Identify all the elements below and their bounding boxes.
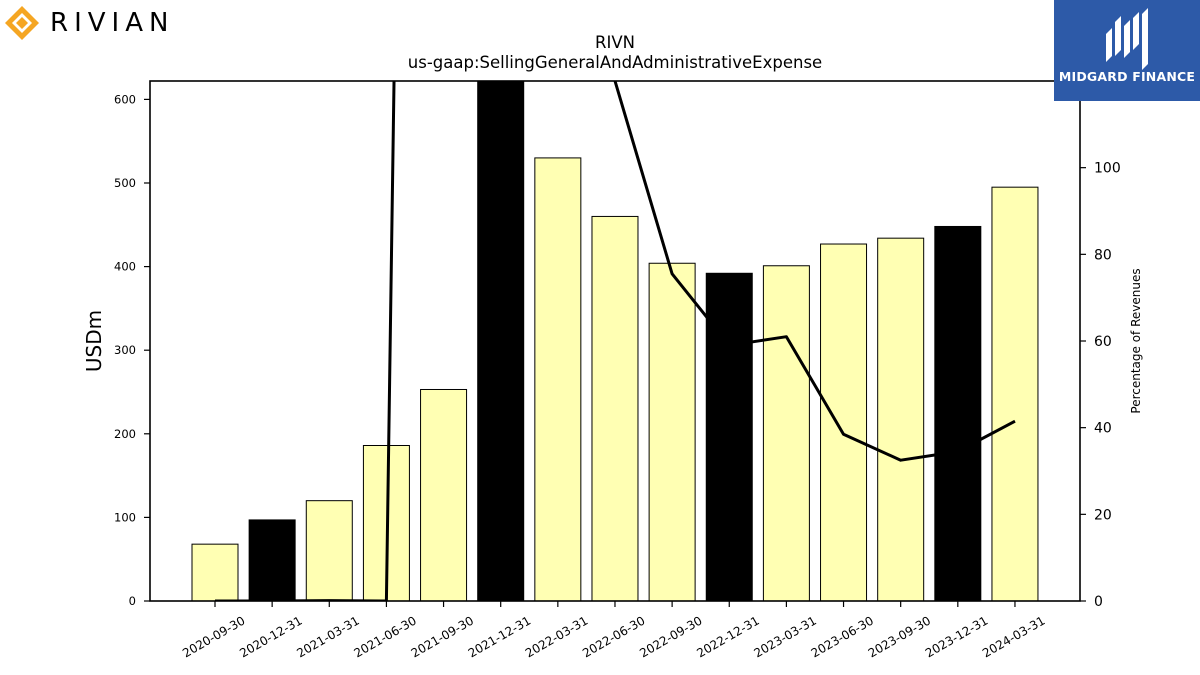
x-tick-label: 2021-03-31: [294, 613, 361, 660]
bar: [991, 186, 1039, 601]
bar: [191, 543, 239, 601]
bar: [305, 500, 353, 601]
bar: [934, 225, 982, 601]
x-tick-label: 2020-09-30: [180, 613, 247, 660]
x-tick-label: 2022-09-30: [637, 613, 704, 660]
x-tick-label: 2023-06-30: [809, 613, 876, 660]
x-tick-label: 2020-12-31: [237, 613, 304, 660]
bar: [820, 243, 868, 601]
y-tick-label: 300: [114, 343, 136, 357]
bar: [534, 157, 582, 601]
x-tick-label: 2024-03-31: [980, 613, 1047, 660]
brand-name: RIVIAN: [50, 8, 175, 38]
y-tick-label: 600: [114, 92, 136, 106]
bar: [705, 272, 753, 601]
bar: [477, 81, 525, 601]
y2-tick-label: 80: [1094, 247, 1112, 263]
y2-axis-label: Percentage of Revenues: [1129, 268, 1143, 413]
y2-tick-label: 20: [1094, 507, 1112, 523]
x-tick-label: 2021-06-30: [352, 613, 419, 660]
bar: [877, 237, 925, 601]
rivian-compass-icon: [5, 6, 39, 40]
x-tick-label: 2023-03-31: [751, 613, 818, 660]
right-axis: 0 20 40 60 80 100: [1080, 161, 1121, 610]
brand-logo: RIVIAN: [4, 4, 174, 42]
y2-tick-label: 100: [1094, 161, 1121, 177]
chart-title-group: RIVN us-gaap:SellingGeneralAndAdministra…: [408, 33, 822, 72]
bar: [762, 265, 810, 601]
bar-series: [191, 81, 1039, 601]
x-tick-label: 2022-03-31: [523, 613, 590, 660]
y-axis-label: USDm: [82, 310, 106, 372]
x-tick-label: 2023-09-30: [866, 613, 933, 660]
left-axis: 0 100 200 300 400 500 600: [114, 92, 150, 608]
x-tick-label: 2021-09-30: [409, 613, 476, 660]
x-axis: 2020-09-302020-12-312021-03-312021-06-30…: [180, 601, 1047, 660]
x-tick-label: 2021-12-31: [466, 613, 533, 660]
x-tick-label: 2022-06-30: [580, 613, 647, 660]
y-tick-label: 100: [114, 510, 136, 524]
midgard-finance-badge: MIDGARD FINANCE: [1054, 0, 1200, 101]
y-tick-label: 200: [114, 427, 136, 441]
bar: [591, 215, 639, 601]
x-tick-label: 2023-12-31: [923, 613, 990, 660]
y-tick-label: 500: [114, 176, 136, 190]
y-tick-label: 400: [114, 260, 136, 274]
y-tick-label: 0: [129, 594, 136, 608]
bar: [248, 519, 296, 601]
bar: [648, 262, 696, 601]
chart-subtitle: us-gaap:SellingGeneralAndAdministrativeE…: [408, 53, 822, 72]
midgard-logo-icon: [1106, 8, 1148, 70]
y2-tick-label: 40: [1094, 421, 1112, 437]
x-tick-label: 2022-12-31: [694, 613, 761, 660]
badge-text: MIDGARD FINANCE: [1058, 69, 1196, 84]
y2-tick-label: 60: [1094, 334, 1112, 350]
bar: [420, 388, 468, 601]
y2-tick-label: 0: [1094, 594, 1103, 610]
chart-title: RIVN: [595, 33, 635, 52]
